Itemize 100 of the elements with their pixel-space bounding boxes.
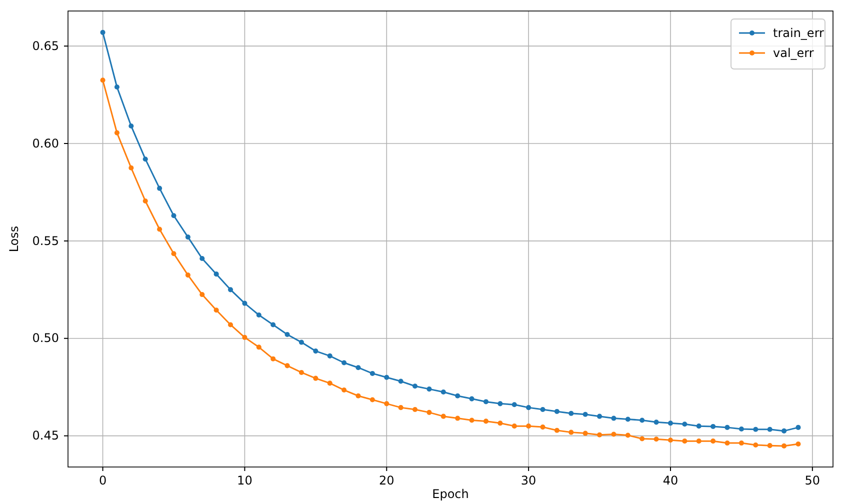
point xyxy=(498,401,503,406)
point xyxy=(597,414,602,419)
point xyxy=(356,393,361,398)
point xyxy=(128,165,134,170)
point xyxy=(142,156,148,162)
point xyxy=(228,322,234,328)
x-axis-title: Epoch xyxy=(432,487,469,501)
point xyxy=(171,213,176,218)
point xyxy=(440,414,446,419)
point xyxy=(625,416,630,422)
x-tick-label: 40 xyxy=(662,474,678,488)
point xyxy=(767,443,772,448)
point xyxy=(298,370,304,376)
y-tick-label: 0.55 xyxy=(32,234,59,248)
point xyxy=(327,353,332,358)
point xyxy=(782,443,787,448)
point xyxy=(796,441,801,447)
point xyxy=(512,424,517,429)
point xyxy=(270,356,276,362)
point xyxy=(540,424,546,430)
point xyxy=(242,300,248,306)
legend-label: val_err xyxy=(773,46,814,60)
point xyxy=(668,438,674,443)
point xyxy=(469,418,474,423)
point xyxy=(640,436,645,442)
point xyxy=(398,378,404,384)
point xyxy=(426,410,432,415)
point xyxy=(171,251,176,256)
point xyxy=(526,405,532,410)
point xyxy=(526,424,532,429)
point xyxy=(696,438,702,444)
y-axis-title: Loss xyxy=(7,226,21,252)
point xyxy=(554,408,560,414)
point xyxy=(114,130,120,136)
point xyxy=(738,440,744,446)
point xyxy=(398,405,404,410)
point xyxy=(157,226,162,232)
point xyxy=(611,416,616,421)
y-tick-label: 0.45 xyxy=(32,428,59,443)
point xyxy=(654,436,659,442)
point xyxy=(342,388,347,393)
point xyxy=(753,442,758,448)
point xyxy=(582,412,588,417)
point xyxy=(370,397,375,402)
point xyxy=(710,424,716,429)
point xyxy=(284,332,290,338)
point xyxy=(313,348,318,354)
point xyxy=(327,380,332,386)
point xyxy=(157,186,162,191)
point xyxy=(384,401,390,406)
point xyxy=(498,420,503,426)
point xyxy=(568,410,574,416)
point xyxy=(611,432,616,437)
point xyxy=(256,344,262,350)
point xyxy=(200,256,205,262)
point xyxy=(440,389,446,394)
point xyxy=(284,363,290,368)
point xyxy=(185,272,190,278)
point xyxy=(214,308,219,313)
point xyxy=(214,272,219,277)
point xyxy=(100,78,106,83)
point xyxy=(682,438,688,444)
point xyxy=(724,440,730,446)
point xyxy=(128,123,134,128)
point xyxy=(796,424,801,430)
point xyxy=(512,402,517,408)
point xyxy=(313,376,318,381)
point xyxy=(412,384,418,389)
point xyxy=(455,393,460,398)
point xyxy=(200,292,205,298)
point xyxy=(228,287,234,292)
x-tick-label: 10 xyxy=(237,474,252,488)
point xyxy=(782,428,787,434)
point xyxy=(654,420,659,425)
point xyxy=(370,370,375,376)
y-tick-label: 0.60 xyxy=(32,136,59,150)
point xyxy=(582,430,588,436)
point xyxy=(469,396,474,402)
y-tick-label: 0.50 xyxy=(32,331,59,346)
point xyxy=(597,432,602,438)
legend-label: train_err xyxy=(773,26,824,40)
point xyxy=(242,334,248,340)
point xyxy=(724,424,730,430)
x-tick-label: 50 xyxy=(804,474,820,488)
point xyxy=(455,416,460,421)
point xyxy=(185,234,190,240)
point xyxy=(256,312,262,318)
point xyxy=(668,420,674,426)
point xyxy=(384,374,390,380)
point xyxy=(426,386,432,392)
point xyxy=(342,360,347,366)
x-tick-label: 30 xyxy=(520,474,536,488)
point xyxy=(554,428,560,433)
point xyxy=(483,399,489,404)
x-tick-label: 0 xyxy=(98,474,107,488)
point xyxy=(270,322,276,328)
point xyxy=(738,426,744,432)
point xyxy=(625,432,630,438)
point xyxy=(682,422,688,427)
point xyxy=(100,30,106,35)
